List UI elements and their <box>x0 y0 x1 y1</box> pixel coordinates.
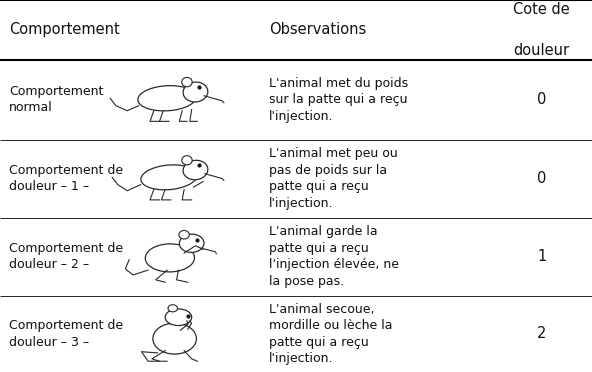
Text: Cote de: Cote de <box>513 2 570 17</box>
Ellipse shape <box>179 234 204 253</box>
Text: Comportement: Comportement <box>9 22 120 37</box>
Ellipse shape <box>165 309 192 326</box>
Ellipse shape <box>145 244 195 272</box>
Text: L'animal secoue,
mordille ou lèche la
patte qui a reçu
l'injection.: L'animal secoue, mordille ou lèche la pa… <box>269 302 393 365</box>
Text: L'animal garde la
patte qui a reçu
l'injection élevée, ne
la pose pas.: L'animal garde la patte qui a reçu l'inj… <box>269 225 400 288</box>
Text: Observations: Observations <box>269 22 366 37</box>
Ellipse shape <box>183 82 208 102</box>
Ellipse shape <box>168 305 178 312</box>
Text: douleur: douleur <box>514 43 570 58</box>
Text: Comportement de
douleur – 3 –: Comportement de douleur – 3 – <box>9 319 123 349</box>
Ellipse shape <box>141 165 197 190</box>
Text: Comportement de
douleur – 1 –: Comportement de douleur – 1 – <box>9 164 123 193</box>
Ellipse shape <box>182 77 192 87</box>
Text: 2: 2 <box>537 326 546 341</box>
Text: 1: 1 <box>537 249 546 264</box>
Ellipse shape <box>179 231 189 239</box>
Text: Comportement de
douleur – 2 –: Comportement de douleur – 2 – <box>9 242 123 272</box>
Text: L'animal met du poids
sur la patte qui a reçu
l'injection.: L'animal met du poids sur la patte qui a… <box>269 77 408 122</box>
Text: 0: 0 <box>537 92 546 107</box>
Ellipse shape <box>183 160 208 180</box>
Ellipse shape <box>153 323 197 354</box>
Text: 0: 0 <box>537 171 546 186</box>
Ellipse shape <box>138 86 197 111</box>
Text: Comportement
normal: Comportement normal <box>9 85 103 114</box>
Ellipse shape <box>182 156 192 165</box>
Text: L'animal met peu ou
pas de poids sur la
patte qui a reçu
l'injection.: L'animal met peu ou pas de poids sur la … <box>269 147 398 210</box>
